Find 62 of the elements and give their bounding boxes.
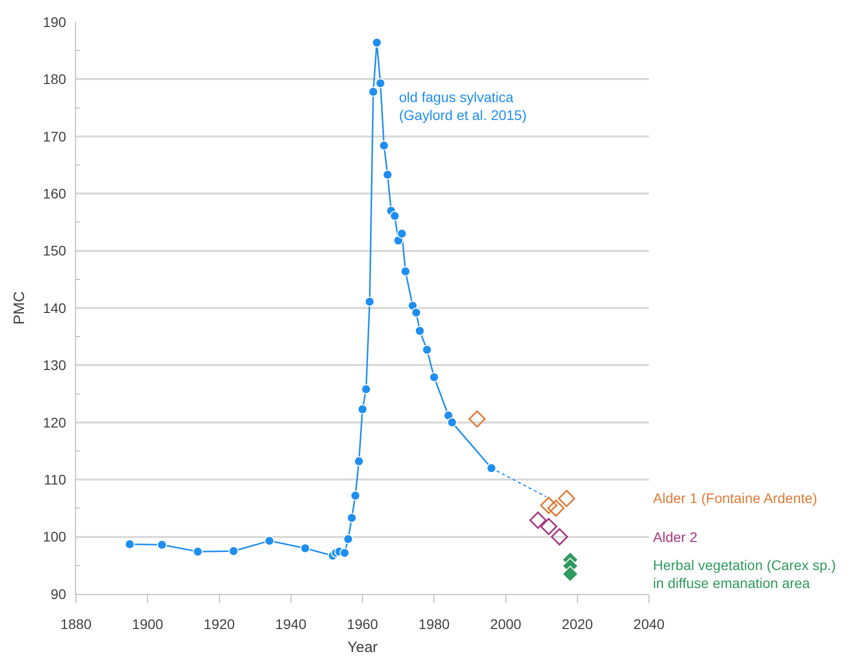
point: [300, 543, 310, 554]
point: [364, 296, 375, 307]
x-tick-label: 1880: [60, 616, 92, 632]
point: [396, 228, 407, 239]
x-tick-label: 1980: [418, 616, 450, 632]
text: Alder 1 (Fontaine Ardente): [653, 490, 818, 506]
y-tick-label: 170: [42, 128, 66, 144]
y-tick-label: 90: [50, 586, 66, 602]
y-tick-label: 100: [42, 528, 66, 545]
point: [390, 210, 400, 221]
point: [358, 404, 368, 414]
point: [343, 534, 354, 544]
point: [429, 372, 440, 382]
text: Alder 2: [653, 529, 698, 545]
point: [411, 308, 422, 318]
point: [228, 546, 239, 556]
point: [562, 566, 579, 582]
x-tick-label: 1920: [204, 616, 236, 632]
point: [192, 546, 203, 557]
point: [400, 266, 410, 276]
point: [382, 170, 393, 180]
text: Herbal vegetation (Carex sp.) in diffuse emanation area: [653, 557, 836, 592]
point: [346, 512, 357, 523]
point: [486, 463, 496, 474]
point: [368, 86, 378, 97]
point: [264, 536, 274, 546]
y-tick-label: 120: [42, 414, 66, 430]
y-tick-label: 160: [42, 186, 66, 202]
point: [422, 344, 432, 355]
y-tick-label: 110: [44, 472, 66, 488]
x-tick-label: 1900: [132, 616, 164, 632]
y-axis-title: PMC: [11, 291, 28, 325]
y-tick-label: 140: [42, 300, 66, 316]
point: [447, 417, 458, 428]
series-label: old fagus sylvatica (Gaylord et al. 2015): [399, 89, 527, 124]
x-axis-title: Year: [347, 638, 378, 656]
x-tick-label: 1940: [275, 616, 307, 632]
point: [350, 490, 360, 501]
point: [340, 548, 350, 558]
point: [550, 528, 568, 546]
point: [468, 410, 486, 428]
point: [414, 326, 425, 336]
y-tick-label: 130: [42, 357, 66, 374]
point: [156, 540, 167, 550]
point: [354, 456, 364, 466]
point: [372, 38, 382, 48]
y-tick-label: 150: [42, 242, 66, 259]
x-tick-label: 2000: [490, 616, 522, 632]
point: [540, 518, 558, 536]
point: [375, 78, 386, 88]
point: [540, 496, 558, 514]
point: [529, 512, 547, 529]
point: [124, 539, 135, 550]
x-tick-label: 2040: [633, 616, 665, 632]
point: [558, 490, 576, 508]
x-tick-label: 1960: [346, 616, 378, 632]
x-tick-label: 2020: [562, 616, 594, 632]
y-tick-label: 190: [42, 14, 66, 30]
point: [547, 500, 564, 517]
y-tick-label: 180: [42, 71, 66, 88]
point: [361, 384, 372, 394]
point: [378, 140, 389, 151]
